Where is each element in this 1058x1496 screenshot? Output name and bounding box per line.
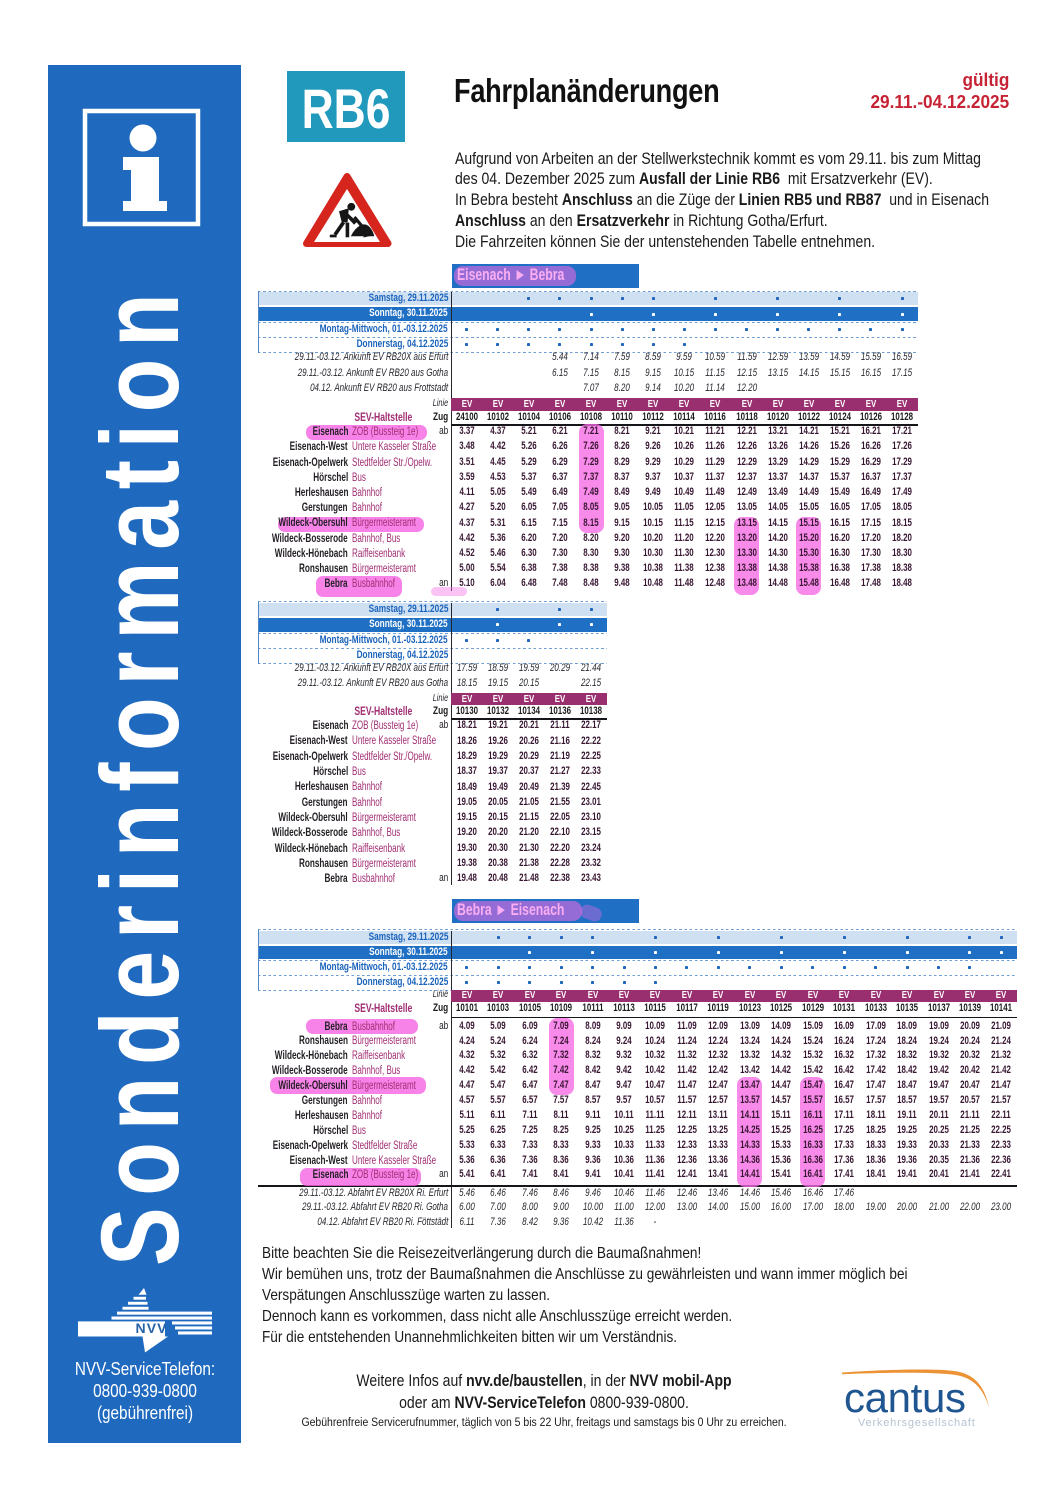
svg-text:cantus: cantus <box>844 1374 966 1421</box>
svg-text:Verkehrsgesellschaft: Verkehrsgesellschaft <box>858 1417 976 1429</box>
svg-text:NVV: NVV <box>136 1320 168 1336</box>
